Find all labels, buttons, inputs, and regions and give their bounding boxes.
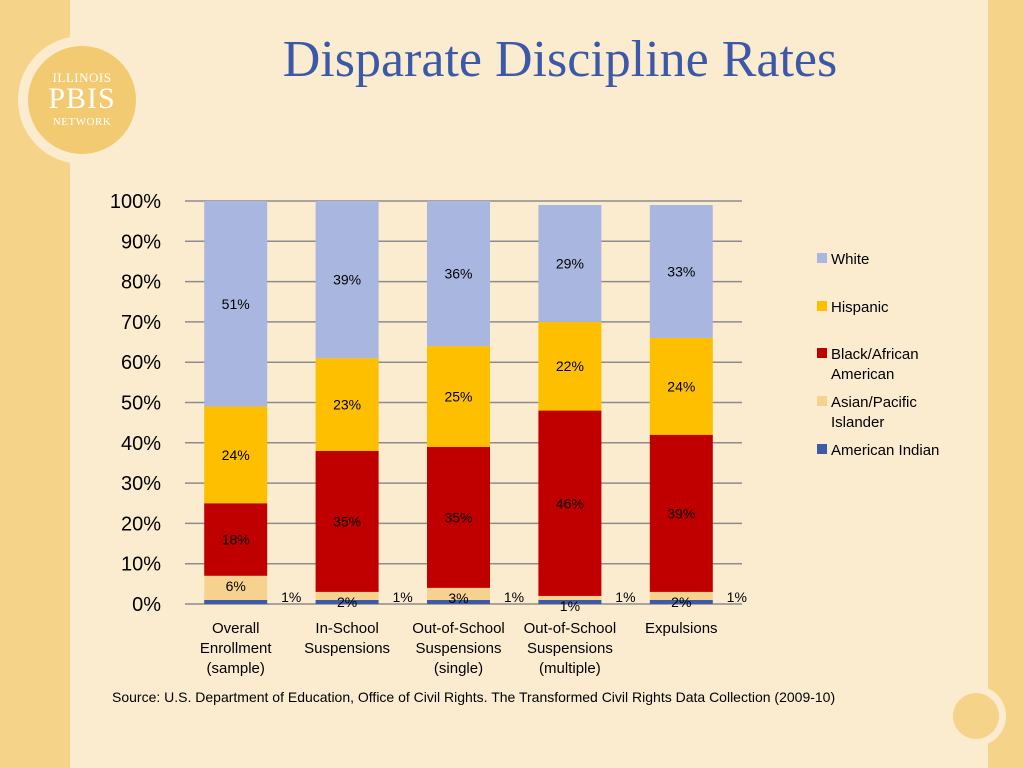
bar-segment <box>649 599 713 604</box>
data-label: 18% <box>222 532 250 548</box>
data-label: 6% <box>226 578 246 594</box>
data-label: 23% <box>333 397 361 413</box>
legend-label: Black/African <box>831 346 919 363</box>
legend-label: Asian/Pacific <box>831 394 917 411</box>
category-label: Enrollment <box>200 640 273 657</box>
data-label: 36% <box>444 266 472 282</box>
category-label: Overall <box>212 620 260 637</box>
bar-segment <box>204 406 268 504</box>
y-tick-label: 10% <box>121 554 161 576</box>
data-label: 33% <box>667 264 695 280</box>
bar-segment <box>649 205 713 339</box>
data-label: 39% <box>667 505 695 521</box>
data-label: 25% <box>444 388 472 404</box>
y-tick-label: 100% <box>110 191 161 213</box>
y-tick-label: 80% <box>121 272 161 294</box>
legend-label: American <box>831 366 894 383</box>
bar-segment <box>427 346 490 447</box>
bar-segment <box>204 575 268 600</box>
bar-segment <box>427 599 490 604</box>
legend-label: Hispanic <box>831 299 889 316</box>
category-label: In-School <box>315 620 378 637</box>
illinois-pbis-logo: ILLINOIS PBIS NETWORK <box>28 46 136 154</box>
legend-swatch <box>817 301 827 311</box>
bar-segment <box>315 599 379 604</box>
legend-swatch <box>817 348 827 358</box>
legend-label: American Indian <box>831 442 939 459</box>
data-label: 2% <box>671 594 691 610</box>
data-label: 1% <box>504 589 524 605</box>
bar-segment <box>315 358 379 451</box>
source-note: Source: U.S. Department of Education, Of… <box>112 689 836 705</box>
bar-segment <box>427 587 490 600</box>
y-tick-label: 20% <box>121 513 161 535</box>
category-label: (single) <box>434 660 483 677</box>
data-label: 1% <box>392 589 412 605</box>
y-tick-label: 0% <box>132 594 161 616</box>
data-label: 24% <box>222 447 250 463</box>
data-label: 1% <box>727 589 747 605</box>
data-label: 1% <box>560 598 580 614</box>
legend-swatch <box>817 253 827 263</box>
data-label: 46% <box>556 495 584 511</box>
category-label: (multiple) <box>539 660 601 677</box>
category-label: Expulsions <box>645 620 718 637</box>
corner-decor-dot <box>953 693 999 739</box>
bar-segment <box>538 410 602 596</box>
legend-swatch <box>817 396 827 406</box>
y-tick-label: 50% <box>121 393 161 415</box>
data-label: 24% <box>667 378 695 394</box>
bar-segment <box>538 595 602 600</box>
y-tick-label: 60% <box>121 352 161 374</box>
logo-line-1: ILLINOIS <box>52 70 112 85</box>
bar-segment <box>204 201 268 407</box>
category-label: (sample) <box>207 660 265 677</box>
legend-label: Islander <box>831 414 884 431</box>
bar-segment <box>538 599 602 604</box>
category-label: Suspensions <box>304 640 390 657</box>
data-label: 2% <box>337 594 357 610</box>
bar-segment <box>315 450 379 592</box>
bar-segment <box>538 321 602 411</box>
logo-line-2: PBIS <box>48 82 116 115</box>
data-label: 3% <box>448 590 468 606</box>
category-label: Out-of-School <box>412 620 505 637</box>
data-label: 35% <box>333 513 361 529</box>
data-label: 39% <box>333 272 361 288</box>
data-label: 1% <box>281 589 301 605</box>
data-label: 22% <box>556 358 584 374</box>
y-tick-label: 70% <box>121 312 161 334</box>
category-label: Suspensions <box>527 640 613 657</box>
right-decor-band <box>988 0 1024 768</box>
y-tick-label: 90% <box>121 231 161 253</box>
bar-segment <box>649 434 713 592</box>
category-label: Out-of-School <box>524 620 617 637</box>
bar-segment <box>204 503 268 576</box>
data-label: 29% <box>556 255 584 271</box>
data-label: 35% <box>444 509 472 525</box>
bar-segment <box>427 446 490 588</box>
bar-segment <box>204 599 268 604</box>
category-label: Suspensions <box>416 640 502 657</box>
bar-segment <box>427 201 490 347</box>
slide-title: Disparate Discipline Rates <box>282 31 838 88</box>
y-tick-label: 40% <box>121 433 161 455</box>
data-label: 1% <box>615 589 635 605</box>
bar-segment <box>649 338 713 435</box>
y-tick-label: 30% <box>121 473 161 495</box>
bar-segment <box>649 591 713 600</box>
legend-swatch <box>817 444 827 454</box>
logo-line-3: NETWORK <box>52 116 112 128</box>
bar-segment <box>315 591 379 600</box>
bar-segment <box>315 201 379 359</box>
legend-label: White <box>831 251 869 268</box>
data-label: 51% <box>222 296 250 312</box>
bar-segment <box>538 205 602 322</box>
